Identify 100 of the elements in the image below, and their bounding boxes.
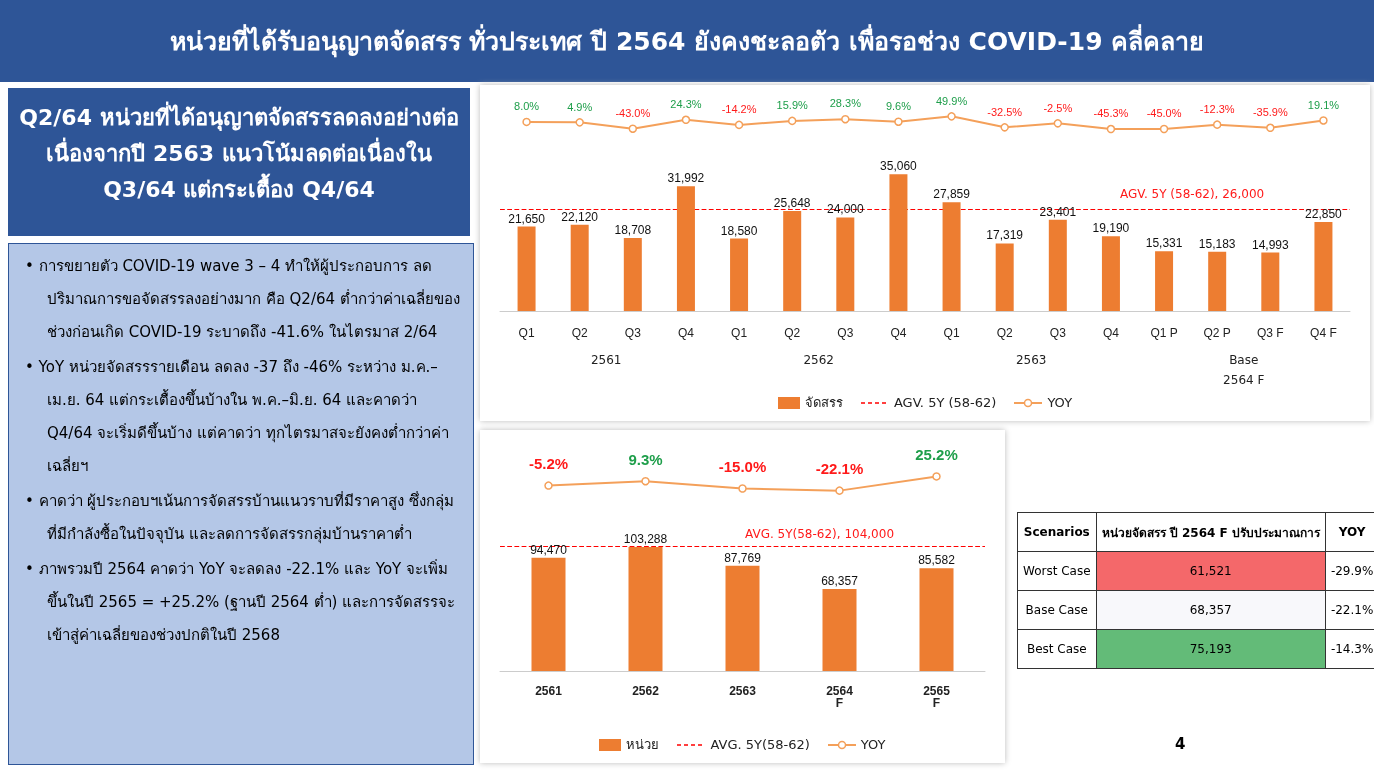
- bar: [1261, 252, 1280, 311]
- text: 4: [1175, 735, 1186, 753]
- text: Best Case: [1017, 629, 1097, 669]
- data-label: -32.5%: [987, 105, 1023, 118]
- bar: [623, 238, 642, 311]
- x-tick-label: Q2: [996, 326, 1014, 340]
- data-label: 9.6%: [885, 99, 912, 112]
- data-label: -2.5%: [1043, 101, 1073, 114]
- x-tick-label: Q4 F: [1310, 326, 1337, 340]
- x-tick-label: Q4: [890, 326, 907, 340]
- data-label: 49.9%: [935, 94, 968, 107]
- data-label: 14,993: [1251, 237, 1289, 252]
- point: [641, 476, 650, 486]
- data-label: 19.1%: [1307, 98, 1340, 111]
- data-label: 15,183: [1198, 236, 1236, 251]
- legend-label: YOY: [1047, 395, 1073, 410]
- x-tick-label: 2563: [729, 684, 757, 698]
- text: -14.3%: [1325, 629, 1374, 669]
- data-label: 35,060: [880, 159, 918, 174]
- point: [932, 472, 941, 481]
- bar: [517, 226, 536, 311]
- text: 2562: [802, 352, 835, 369]
- bar: [730, 238, 749, 311]
- text: 2561: [589, 352, 623, 369]
- x-tick-label: Q3: [624, 326, 642, 340]
- data-label: 4.9%: [567, 100, 593, 113]
- data-label: 24.3%: [670, 98, 702, 111]
- bar: [628, 547, 663, 671]
- data-label: 28.3%: [829, 97, 862, 110]
- point: [628, 124, 638, 133]
- data-label: 68,357: [821, 573, 859, 588]
- data-label: -14.2%: [721, 103, 757, 116]
- text: • ภาพรวมปี 2564 คาดว่า YoY จะลดลง -22.1% และ YoY จะเพิ่มขึ้นในปี 2565 = +25.2% (ฐานปี 2564 ต่ำ) และการจัดสรรจะเข้าสู่ค่าเฉลี่ยของช่วงปกติในปี 2568: [25, 558, 457, 646]
- data-label: 31,992: [667, 171, 705, 186]
- point: [894, 117, 903, 126]
- data-label: 8.0%: [514, 100, 540, 113]
- point: [734, 120, 744, 130]
- data-label: 22,120: [561, 209, 599, 224]
- data-label: -45.3%: [1093, 107, 1129, 120]
- data-label: 9.3%: [628, 450, 663, 468]
- x-tick-label: 2564 F: [826, 684, 854, 710]
- data-label: 15.9%: [776, 99, 808, 112]
- data-label: -5.2%: [528, 455, 569, 473]
- text: 68,357: [1096, 590, 1326, 630]
- x-tick-label: Q1: [518, 326, 535, 340]
- data-label: 17,319: [986, 228, 1024, 243]
- text: -29.9%: [1325, 551, 1374, 591]
- annotation: AGV. 5Y (58-62), 26,000: [1120, 185, 1265, 203]
- bar: [919, 568, 954, 671]
- bar: [822, 588, 857, 671]
- text: 2563: [1014, 352, 1048, 369]
- data-label: 25.2%: [915, 446, 958, 464]
- text: Base Case: [1017, 590, 1097, 630]
- legend-label: AGV. 5Y (58-62): [893, 395, 997, 410]
- data-label: -35.9%: [1252, 106, 1288, 119]
- x-tick-label: Q4: [1102, 326, 1120, 340]
- data-label: 18,708: [614, 223, 652, 238]
- x-tick-label: Q2: [571, 326, 589, 340]
- text: YOY: [1325, 512, 1374, 552]
- x-tick-label: Q2 P: [1203, 326, 1231, 340]
- bar: [725, 565, 760, 671]
- data-label: 27,859: [933, 187, 971, 202]
- text: Q2/64 หน่วยที่ได้อนุญาตจัดสรรลดลงอย่างต่อเนื่องจากปี 2563 แนวโน้มลดต่อเนื่องใน Q3/64 แต่กระเตื้อง Q4/64: [8, 88, 470, 236]
- x-tick-label: Q1: [943, 326, 960, 340]
- point: [835, 486, 844, 495]
- point: [522, 117, 531, 127]
- point: [1212, 120, 1222, 129]
- text: Scenarios: [1017, 512, 1097, 552]
- text: -22.1%: [1325, 590, 1374, 630]
- bar: [783, 210, 802, 311]
- data-label: 18,580: [720, 223, 758, 238]
- point: [1053, 119, 1063, 128]
- x-tick-label: Q2: [784, 326, 801, 340]
- point: [681, 115, 691, 125]
- data-label: 94,470: [530, 542, 568, 557]
- data-label: 22,850: [1305, 206, 1343, 221]
- x-tick-label: 2562: [632, 684, 660, 698]
- text: • YoY หน่วยจัดสรรรายเดือน ลดลง -37 ถึง -46% ระหว่าง ม.ค.–เม.ย. 64 แต่กระเตื้องขึ้นบ้างใน พ.ค.–มิ.ย. 64 และคาดว่า Q4/64 จะเริ่มดีขึ้นบ้าง แต่คาดว่า ทุกไตรมาสจะยังคงต่ำกว่าค่าเฉลี่ยฯ: [25, 357, 450, 477]
- point: [841, 114, 850, 124]
- bar: [1048, 219, 1067, 311]
- x-tick-label: 2561: [535, 684, 563, 698]
- data-label: 87,769: [724, 550, 762, 565]
- x-tick-label: Q1 P: [1150, 326, 1178, 340]
- bar: [1314, 221, 1333, 311]
- text: Worst Case: [1017, 551, 1097, 591]
- data-label: 19,190: [1092, 221, 1130, 236]
- legend-label: YOY: [860, 737, 886, 752]
- x-tick-label: 2565 F: [923, 684, 951, 710]
- text: 75,193: [1096, 629, 1326, 669]
- bar: [889, 174, 908, 311]
- point: [1266, 123, 1275, 133]
- legend-label: AVG. 5Y(58-62): [710, 737, 810, 752]
- data-label: 85,582: [918, 553, 956, 568]
- bar: [1208, 251, 1227, 311]
- bar: [995, 243, 1014, 311]
- x-tick-label: Q3 F: [1256, 326, 1284, 340]
- text: • คาดว่า ผู้ประกอบฯเน้นการจัดสรรบ้านแนวราบที่มีราคาสูง ซึ่งกลุ่มที่มีกำลังซื้อในปัจจุบัน และลดการจัดสรรกลุ่มบ้านราคาต่ำ: [25, 490, 456, 546]
- point: [1319, 116, 1328, 125]
- data-label: -15.0%: [718, 458, 767, 476]
- text: หน่วยที่ได้รับอนุญาตจัดสรร ทั่วประเทศ ปี 2564 ยังคงชะลอตัว เพื่อรอช่วง COVID-19 คลี่คลาย: [0, 0, 1374, 82]
